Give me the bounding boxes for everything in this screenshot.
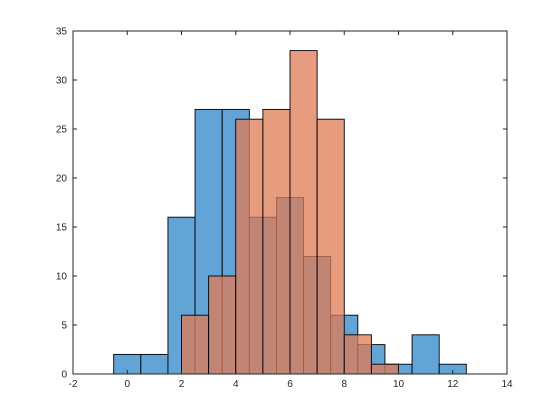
x-tick-label-4: 4 <box>233 379 239 390</box>
histogram-bar-s2-4 <box>262 108 291 375</box>
bars-layer <box>113 50 467 375</box>
histogram-bar-s2-8 <box>370 363 399 375</box>
x-tick-label-3: 2 <box>179 379 185 390</box>
x-tick-label-8: 12 <box>447 379 459 390</box>
histogram-bar-s2-1 <box>181 314 210 375</box>
x-tick-label-5: 6 <box>287 379 293 390</box>
y-tick-label-4: 15 <box>56 223 68 234</box>
y-tick-label-7: 30 <box>56 76 68 87</box>
y-axis: 0 5 10 15 20 25 30 35 <box>56 27 507 381</box>
histogram-bar-s2-7 <box>343 334 372 375</box>
x-axis: -2 0 2 4 6 8 10 12 14 <box>69 31 513 390</box>
histogram-bar-s1-2 <box>140 353 169 375</box>
x-tick-label-7: 10 <box>393 379 405 390</box>
y-tick-label-3: 10 <box>56 272 68 283</box>
y-tick-label-2: 5 <box>61 321 67 332</box>
y-tick-label-5: 20 <box>56 174 68 185</box>
x-tick-label-6: 8 <box>341 379 347 390</box>
y-tick-label-6: 25 <box>56 125 68 136</box>
histogram-bar-s2-5 <box>289 50 318 375</box>
x-tick-label-9: 14 <box>501 379 513 390</box>
histogram-bar-s2-3 <box>235 118 264 375</box>
series-2 <box>181 50 399 375</box>
histogram-bar-s1-12 <box>411 334 440 375</box>
histogram-bar-s2-2 <box>208 275 237 375</box>
y-tick-label-8: 35 <box>56 27 68 38</box>
y-tick-label-1: 0 <box>61 370 67 381</box>
histogram-bar-s2-6 <box>316 118 345 375</box>
x-tick-label-2: 0 <box>124 379 130 390</box>
x-tick-label-1: -2 <box>69 379 78 390</box>
